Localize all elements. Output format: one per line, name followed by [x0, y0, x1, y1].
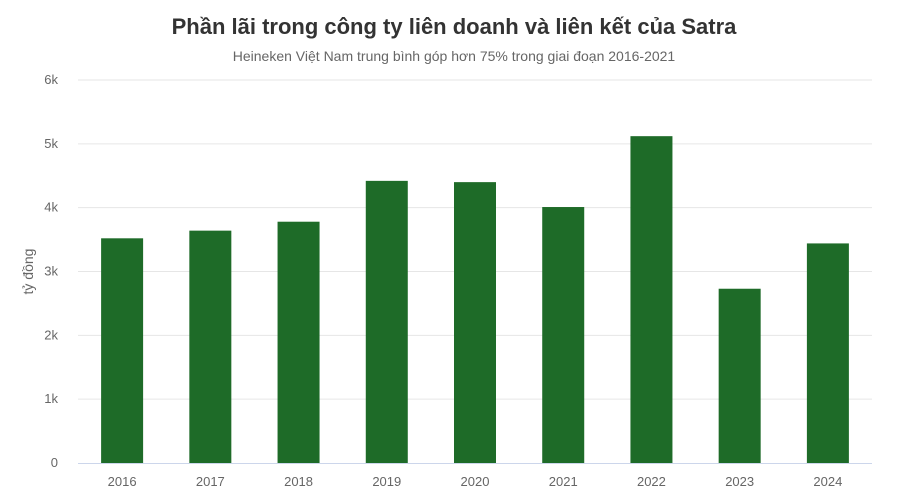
- bar-2017: [189, 230, 232, 463]
- bar-2018: [277, 221, 320, 463]
- x-tick-label: 2022: [637, 474, 666, 489]
- bar-2020: [454, 182, 496, 463]
- chart-subtitle: Heineken Việt Nam trung bình góp hơn 75%…: [232, 48, 676, 64]
- bar-2023: [718, 288, 761, 463]
- bar-2022: [630, 136, 673, 463]
- chart-title: Phần lãi trong công ty liên doanh và liê…: [171, 14, 737, 39]
- y-tick-label: 4k: [44, 200, 58, 215]
- y-tick-label: 2k: [44, 327, 58, 342]
- x-tick-label: 2018: [284, 474, 313, 489]
- bar-2019: [365, 180, 408, 463]
- y-tick-label: 5k: [44, 136, 58, 151]
- x-tick-label: 2023: [725, 474, 754, 489]
- bar-2016: [101, 238, 144, 463]
- x-tick-label: 2019: [372, 474, 401, 489]
- x-tick-label: 2017: [196, 474, 225, 489]
- y-tick-label: 3k: [44, 264, 58, 279]
- bar-2021: [542, 207, 585, 463]
- x-tick-label: 2020: [461, 474, 490, 489]
- y-tick-label: 1k: [44, 391, 58, 406]
- x-tick-label: 2024: [813, 474, 842, 489]
- x-tick-label: 2016: [108, 474, 137, 489]
- y-tick-label: 0: [51, 455, 58, 470]
- bar-2024: [806, 243, 849, 463]
- y-axis-title: tỷ đồng: [20, 249, 36, 295]
- y-tick-label: 6k: [44, 72, 58, 87]
- x-tick-label: 2021: [549, 474, 578, 489]
